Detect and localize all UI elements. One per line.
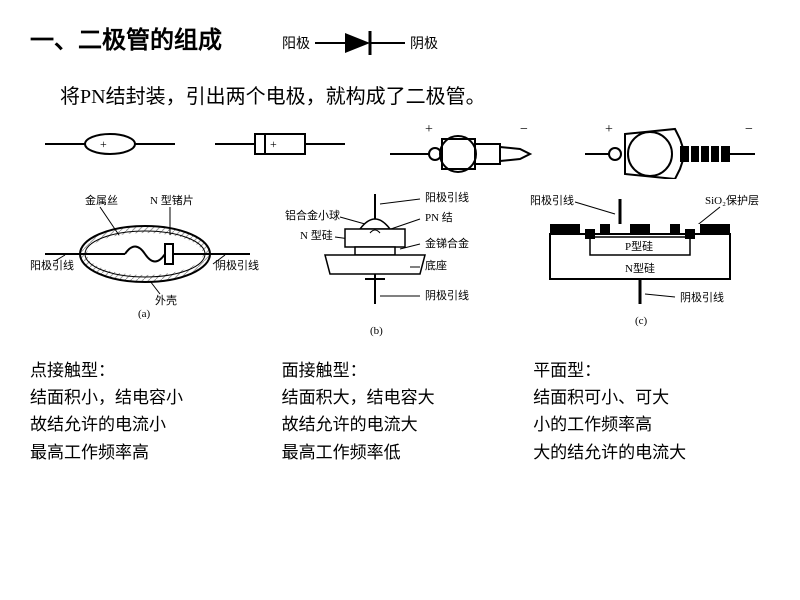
desc-c-l3: 大的结允许的电流大 <box>533 439 770 466</box>
desc-a: 点接触型： 结面积小，结电容小 故结允许的电流小 最高工作频率高 <box>30 357 267 466</box>
desc-a-l1: 结面积小，结电容小 <box>30 384 267 411</box>
svg-text:P型硅: P型硅 <box>625 239 653 253</box>
desc-a-l3: 最高工作频率高 <box>30 439 267 466</box>
desc-c-l1: 结面积可小、可大 <box>533 384 770 411</box>
pkg-2: + <box>210 119 350 169</box>
svg-text:铝合金小球: 铝合金小球 <box>285 208 340 222</box>
svg-text:阳极引线: 阳极引线 <box>30 258 74 272</box>
diagram-b: 阳极引线 铝合金小球 PN 结 N 型硅 金锑合金 底座 阴极引线 (b) <box>265 189 515 342</box>
desc-a-l2: 故结允许的电流小 <box>30 411 267 438</box>
svg-text:+: + <box>100 137 107 151</box>
svg-text:金锑合金: 金锑合金 <box>425 236 469 250</box>
packages-row: + + + − + − <box>30 119 770 179</box>
svg-text:底座: 底座 <box>425 258 447 272</box>
pkg-1: + <box>40 119 180 169</box>
pkg-4: + − <box>580 119 760 179</box>
svg-text:PN 结: PN 结 <box>425 211 453 224</box>
cathode-label: 阴极 <box>410 33 438 53</box>
diode-symbol: 阳极 阴极 <box>282 28 438 58</box>
svg-text:阳极引线: 阳极引线 <box>425 190 469 204</box>
svg-text:金属丝: 金属丝 <box>85 193 118 207</box>
desc-b-l3: 最高工作频率低 <box>282 439 519 466</box>
diagram-c: 阳极引线 SiO₂保护层 P型硅 N型硅 阴极引线 (c) <box>520 189 770 342</box>
desc-b-l1: 结面积大，结电容大 <box>282 384 519 411</box>
desc-c-title: 平面型： <box>533 357 770 384</box>
svg-text:N型硅: N型硅 <box>625 261 655 275</box>
svg-text:阴极引线: 阴极引线 <box>680 290 724 304</box>
desc-c-l2: 小的工作频率高 <box>533 411 770 438</box>
svg-text:(a): (a) <box>138 308 151 319</box>
page-title: 一、二极管的组成 <box>30 20 222 55</box>
svg-text:(b): (b) <box>370 325 383 337</box>
svg-text:−: − <box>520 122 528 137</box>
svg-text:N 型硅: N 型硅 <box>300 228 333 242</box>
svg-text:(c): (c) <box>635 315 648 327</box>
desc-b-title: 面接触型： <box>282 357 519 384</box>
desc-a-title: 点接触型： <box>30 357 267 384</box>
intro-text: 将PN结封装，引出两个电极，就构成了二极管。 <box>60 80 770 109</box>
diagram-a: 金属丝 N 型锗片 阳极引线 阴极引线 外壳 (a) <box>30 189 260 342</box>
desc-c: 平面型： 结面积可小、可大 小的工作频率高 大的结允许的电流大 <box>533 357 770 466</box>
svg-text:−: − <box>745 122 753 137</box>
svg-text:阴极引线: 阴极引线 <box>215 258 259 272</box>
svg-text:外壳: 外壳 <box>155 293 177 307</box>
pkg-3: + − <box>380 119 550 179</box>
anode-label: 阳极 <box>282 33 310 53</box>
svg-text:+: + <box>605 122 613 137</box>
desc-b-l2: 故结允许的电流大 <box>282 411 519 438</box>
diode-symbol-svg <box>310 28 410 58</box>
diagrams-row: 金属丝 N 型锗片 阳极引线 阴极引线 外壳 (a) 阳极引线 <box>30 189 770 342</box>
svg-text:SiO₂保护层: SiO₂保护层 <box>705 193 759 207</box>
svg-text:+: + <box>425 122 433 137</box>
descriptions: 点接触型： 结面积小，结电容小 故结允许的电流小 最高工作频率高 面接触型： 结… <box>30 357 770 466</box>
svg-text:阴极引线: 阴极引线 <box>425 288 469 302</box>
svg-text:+: + <box>270 137 277 151</box>
desc-b: 面接触型： 结面积大，结电容大 故结允许的电流大 最高工作频率低 <box>282 357 519 466</box>
svg-text:N 型锗片: N 型锗片 <box>150 193 194 207</box>
svg-text:阳极引线: 阳极引线 <box>530 193 574 207</box>
